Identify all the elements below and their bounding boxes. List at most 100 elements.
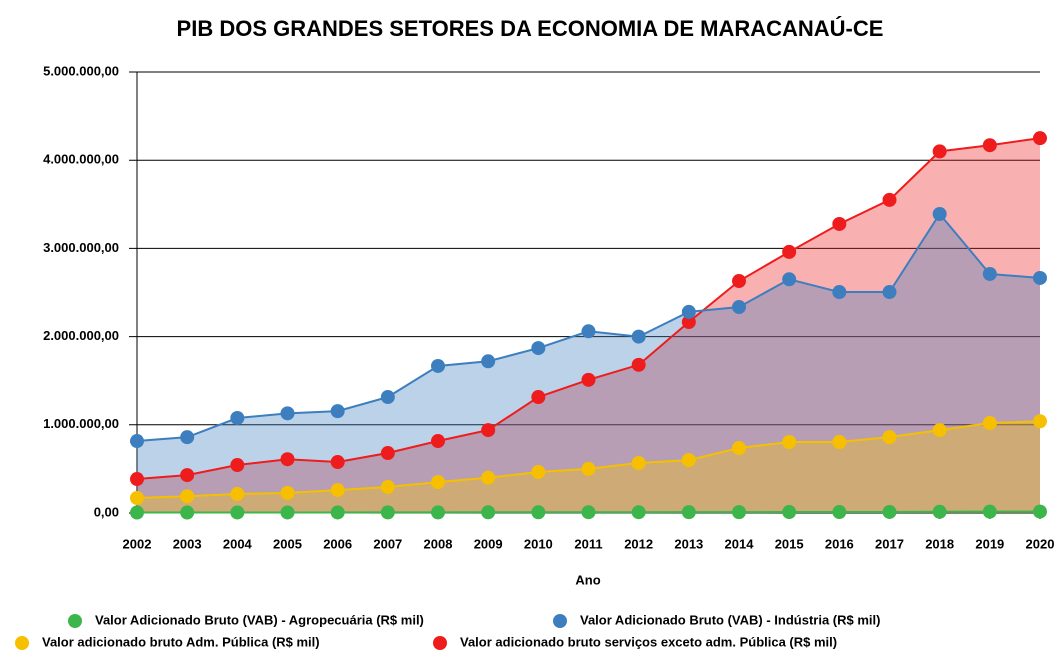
y-tick-label: 4.000.000,00 (43, 152, 119, 167)
x-tick-label: 2003 (173, 536, 202, 551)
point (330, 404, 345, 419)
point (130, 472, 144, 487)
point (932, 207, 947, 222)
point (1033, 131, 1047, 146)
point (130, 434, 144, 449)
x-tick-label: 2006 (323, 536, 352, 551)
point (732, 274, 746, 289)
point (681, 315, 696, 330)
x-tick-label: 2014 (725, 536, 755, 551)
point (330, 455, 345, 470)
point (782, 244, 797, 259)
legend-label: Valor adicionado bruto serviços exceto a… (460, 634, 837, 649)
point (581, 372, 596, 387)
point (1033, 504, 1047, 519)
chart-title: PIB DOS GRANDES SETORES DA ECONOMIA DE M… (177, 16, 884, 41)
point (531, 464, 546, 479)
point (431, 475, 445, 490)
point (982, 266, 997, 281)
point (380, 479, 395, 494)
point (631, 505, 646, 520)
x-axis-label: Ano (575, 572, 600, 587)
point (982, 138, 997, 153)
point (330, 505, 345, 520)
point (280, 505, 295, 520)
point (932, 423, 947, 438)
legend-marker (68, 614, 82, 628)
point (882, 504, 897, 519)
point (531, 390, 546, 405)
point (180, 430, 195, 445)
x-tick-label: 2011 (574, 536, 602, 551)
area (137, 214, 1040, 513)
point (431, 358, 445, 373)
x-tick-label: 2010 (524, 536, 553, 551)
y-tick-label: 5.000.000,00 (43, 63, 119, 78)
point (732, 300, 746, 315)
y-tick-label: 2.000.000,00 (43, 328, 119, 343)
point (932, 504, 947, 519)
legend-marker (553, 614, 567, 628)
point (782, 505, 797, 520)
point (280, 485, 295, 500)
x-tick-label: 2005 (273, 536, 302, 551)
point (982, 504, 997, 519)
point (782, 434, 797, 449)
legend-marker (433, 636, 447, 650)
point (581, 324, 596, 339)
point (832, 505, 847, 520)
point (180, 505, 195, 520)
legend-marker (15, 636, 29, 650)
x-tick-label: 2009 (474, 536, 503, 551)
point (180, 489, 195, 504)
point (230, 411, 245, 426)
point (180, 468, 195, 483)
point (732, 440, 746, 455)
point (782, 272, 797, 287)
point (982, 416, 997, 431)
point (230, 458, 245, 473)
point (631, 455, 646, 470)
point (481, 354, 496, 369)
point (631, 357, 646, 372)
point (531, 505, 546, 520)
x-tick-label: 2007 (373, 536, 402, 551)
x-tick-label: 2002 (123, 536, 152, 551)
x-tick-label: 2019 (975, 536, 1004, 551)
point (380, 446, 395, 461)
point (832, 216, 847, 231)
point (882, 192, 897, 207)
point (531, 341, 546, 356)
legend-label: Valor Adicionado Bruto (VAB) - Agropecuá… (95, 612, 424, 627)
point (130, 491, 144, 506)
point (130, 505, 144, 520)
point (431, 505, 445, 520)
point (681, 304, 696, 319)
point (280, 452, 295, 467)
x-tick-label: 2015 (775, 536, 804, 551)
point (280, 406, 295, 421)
point (681, 505, 696, 520)
area (137, 138, 1040, 513)
x-tick-label: 2012 (624, 536, 653, 551)
x-tick-label: 2013 (674, 536, 703, 551)
legend-label: Valor Adicionado Bruto (VAB) - Indústria… (580, 612, 880, 627)
point (882, 285, 897, 300)
point (631, 329, 646, 344)
point (230, 505, 245, 520)
x-tick-label: 2017 (875, 536, 904, 551)
point (380, 390, 395, 405)
point (681, 453, 696, 468)
point (832, 434, 847, 449)
x-tick-label: 2008 (424, 536, 453, 551)
y-tick-label: 1.000.000,00 (43, 416, 119, 431)
x-tick-label: 2016 (825, 536, 854, 551)
point (431, 434, 445, 449)
point (380, 505, 395, 520)
legend-label: Valor adicionado bruto Adm. Pública (R$ … (42, 634, 320, 649)
x-tick-label: 2020 (1026, 536, 1055, 551)
point (581, 505, 596, 520)
x-tick-label: 2004 (223, 536, 253, 551)
point (932, 144, 947, 159)
point (882, 430, 897, 445)
